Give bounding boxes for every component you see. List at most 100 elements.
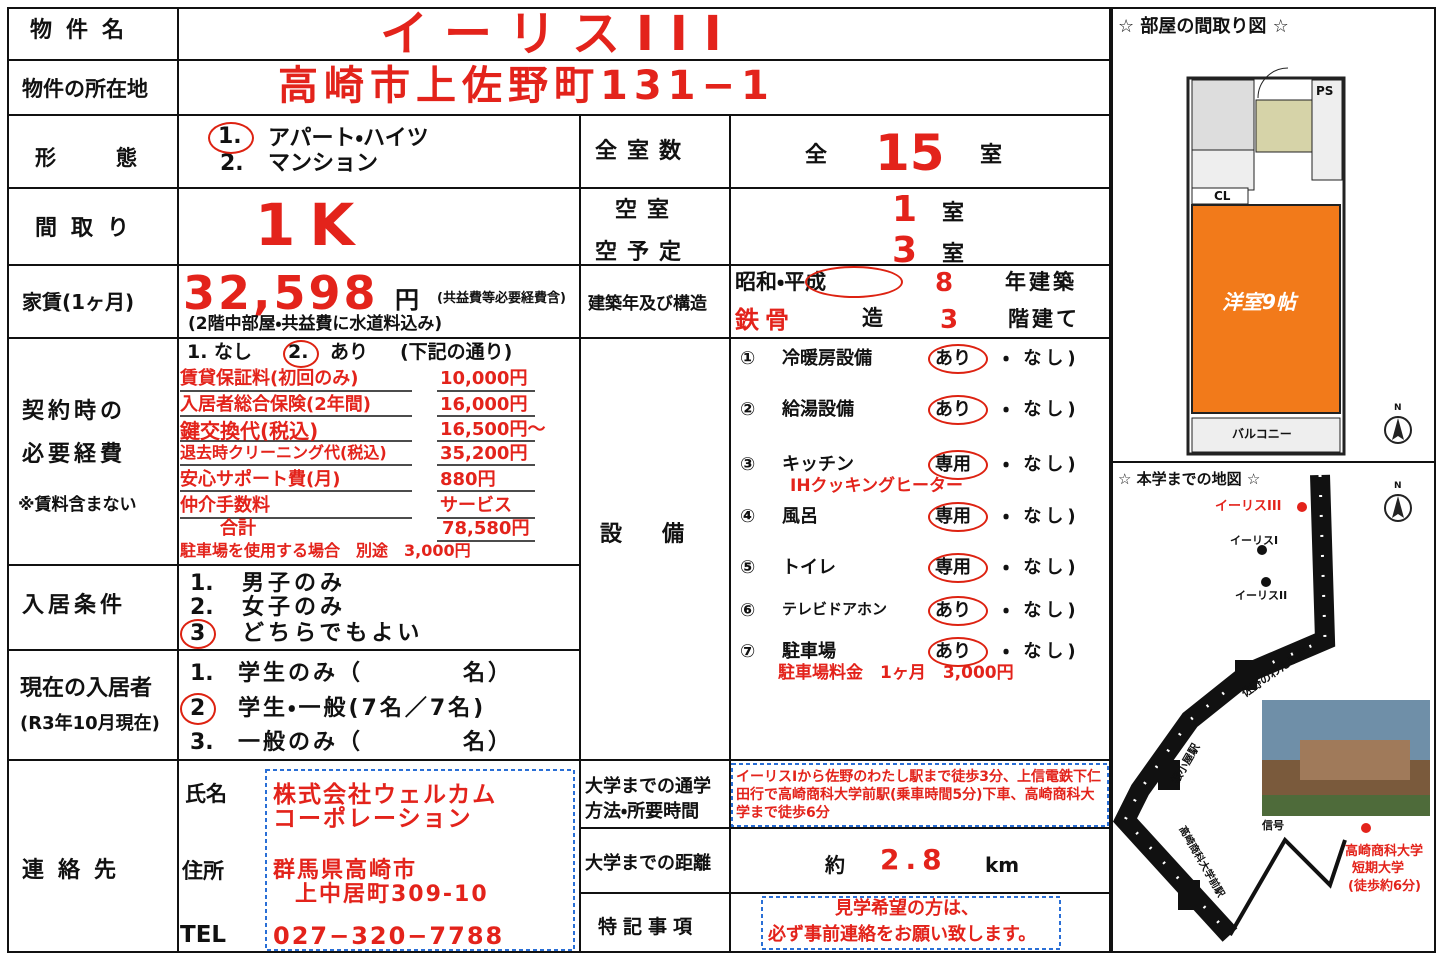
- planned: 3: [892, 230, 918, 271]
- map-label: 短期大学: [1352, 861, 1405, 876]
- address: 高崎市上佐野町131−1: [278, 63, 775, 109]
- prefix: 約: [825, 853, 845, 877]
- facility-note: 駐車場料金 1ヶ月 3,000円: [778, 663, 1014, 683]
- unit: 室: [980, 143, 1003, 168]
- map-label: イーリスIII: [1215, 499, 1282, 514]
- plan-label: N: [1394, 403, 1402, 413]
- label: 形態: [35, 146, 197, 170]
- label: 方法・所要時間: [585, 801, 700, 822]
- property-name: イーリスIII: [380, 6, 738, 62]
- facility-name: テレビドアホン: [782, 600, 888, 618]
- plan-label: バルコニー: [1232, 427, 1292, 441]
- choice-circle: [928, 637, 988, 667]
- unit: km: [985, 853, 1020, 877]
- commute-text: イーリスIから佐野のわたし駅まで徒歩3分、上信電鉄下仁田行で高崎商科大学前駅(乗…: [736, 769, 1101, 821]
- expense-amount: 35,200円: [440, 443, 528, 464]
- option-text: どちらでもよい: [242, 621, 424, 646]
- option-number: 3.: [190, 730, 214, 755]
- choice-circle: [928, 596, 988, 626]
- unit: 室: [942, 242, 965, 267]
- label: 特記事項: [598, 916, 699, 938]
- choice-circle: [928, 344, 988, 374]
- layout: 1K: [255, 191, 369, 259]
- remark: 見学希望の方は、: [835, 898, 979, 919]
- suffix: 階建て: [1008, 307, 1080, 331]
- facility-other: ・ なし): [1003, 641, 1080, 662]
- vacant: 1: [892, 189, 918, 230]
- label: 物件名: [30, 18, 139, 43]
- note: ※賃料含まない: [18, 495, 137, 515]
- company: 株式会社ウェルカム: [273, 782, 498, 808]
- floors: 3: [940, 305, 959, 335]
- map-label: N: [1394, 481, 1402, 491]
- facility-name: 駐車場: [782, 641, 836, 662]
- total: 78,580円: [442, 518, 530, 539]
- label: 物件の所在地: [22, 77, 148, 101]
- facility-name: トイレ: [782, 557, 836, 578]
- facility-number: ⑦: [740, 641, 756, 662]
- label: 必要経費: [22, 442, 127, 467]
- label: 空予定: [595, 240, 692, 265]
- option: 1. なし: [187, 341, 253, 363]
- label: 家賃(1ヶ月): [22, 290, 135, 314]
- option-text: 一般のみ（ 名）: [238, 730, 514, 755]
- era: 昭和・平成: [735, 270, 827, 294]
- facility-number: ⑥: [740, 600, 756, 621]
- note: (2階中部屋・共益費に水道料込み): [188, 314, 443, 334]
- suffix: 造: [862, 306, 883, 330]
- option-number: 2.: [190, 595, 214, 620]
- expense-amount: 16,500円〜: [440, 419, 546, 440]
- expense-name: 退去時クリーニング代(税込): [180, 443, 387, 462]
- expense-name: 賃貸保証料(初回のみ): [180, 368, 359, 389]
- label: 大学までの距離: [585, 853, 711, 874]
- label: 氏名: [185, 782, 227, 806]
- rent: 32,598: [183, 266, 379, 320]
- choice-circle: [283, 340, 319, 368]
- unit: 円: [395, 286, 419, 314]
- label: 入居条件: [22, 593, 127, 618]
- option-text: 女子のみ: [242, 595, 347, 620]
- distance: 2.8: [880, 843, 948, 876]
- option-text: アパート・ハイツ: [268, 126, 429, 151]
- choice-circle: [805, 266, 903, 298]
- map-label: イーリスII: [1235, 589, 1288, 602]
- map-label: 信号: [1262, 819, 1284, 832]
- map-label: イーリスI: [1230, 534, 1279, 547]
- facility-number: ⑤: [740, 557, 756, 578]
- label: 空室: [615, 198, 680, 223]
- prefix: 全: [805, 143, 828, 168]
- label: 全室数: [595, 139, 692, 164]
- choice-circle: [208, 122, 254, 154]
- facility-number: ①: [740, 348, 756, 369]
- total-rooms: 15: [875, 124, 945, 182]
- expense-name: 鍵交換代(税込): [180, 419, 319, 443]
- option-text: 学生のみ（ 名）: [238, 661, 514, 686]
- facility-other: ・ なし): [1003, 454, 1080, 475]
- option-number: 2.: [220, 151, 244, 176]
- facility-other: ・ なし): [1003, 600, 1080, 621]
- label: 合計: [220, 518, 256, 539]
- expense-amount: 880円: [440, 469, 496, 490]
- facility-other: ・ なし): [1003, 506, 1080, 527]
- facility-other: ・ なし): [1003, 399, 1080, 420]
- expense-name: 安心サポート費(月): [180, 469, 341, 490]
- expense-amount: 10,000円: [440, 368, 528, 389]
- choice-circle: [928, 553, 988, 583]
- label: 大学までの通学: [585, 776, 711, 797]
- choice-circle: [928, 450, 988, 480]
- plan-label: 洋室9帖: [1222, 290, 1296, 314]
- option: あり: [330, 341, 369, 363]
- option-number: 1.: [190, 661, 214, 686]
- facility-note: IHクッキングヒーター: [790, 476, 964, 496]
- option-text: マンション: [268, 151, 379, 176]
- plan-label: CL: [1214, 189, 1231, 203]
- facility-other: ・ なし): [1003, 557, 1080, 578]
- facility-name: 給湯設備: [782, 399, 854, 420]
- remark: 必ず事前連絡をお願い致します。: [768, 924, 1037, 945]
- facility-number: ③: [740, 454, 756, 475]
- option-text: 男子のみ: [242, 571, 347, 596]
- structure: 鉄骨: [735, 306, 795, 334]
